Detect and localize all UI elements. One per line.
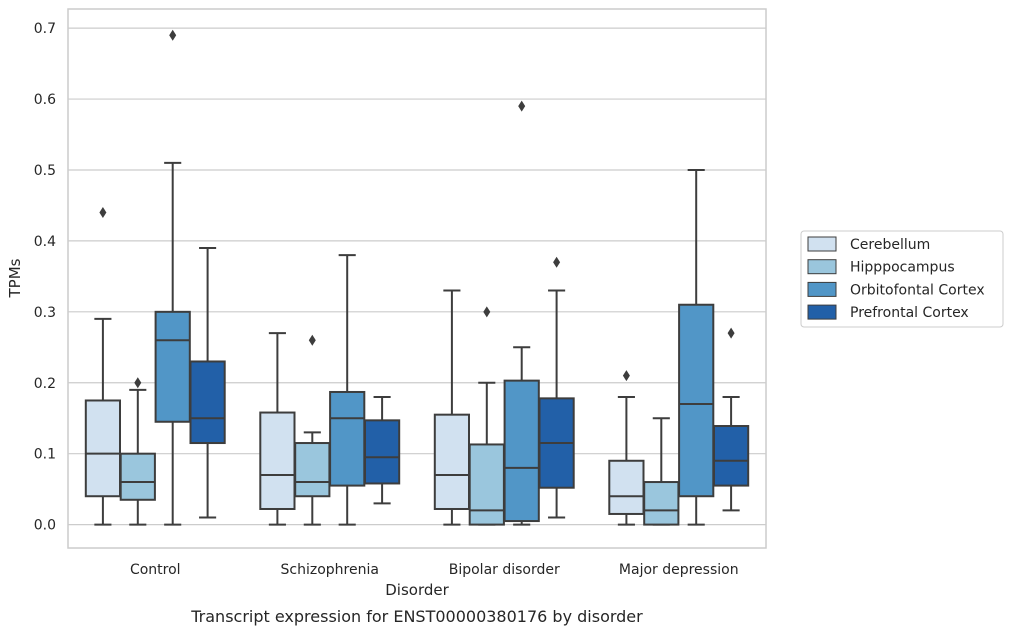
outlier-point xyxy=(518,100,526,112)
box xyxy=(259,411,296,510)
box-group xyxy=(84,29,226,526)
y-tick-label: 0.0 xyxy=(34,518,56,534)
x-tick-labels: Control Schizophrenia Bipolar disorder Majo… xyxy=(130,562,739,578)
box xyxy=(678,303,715,498)
y-axis-label: TPMs xyxy=(6,258,24,298)
outlier-point xyxy=(169,29,177,41)
legend-label: Hipppocampus xyxy=(850,260,955,276)
box xyxy=(84,399,122,498)
box-group xyxy=(608,168,750,526)
outlier-point xyxy=(134,377,142,389)
box xyxy=(119,452,156,501)
outlier-point xyxy=(99,207,107,219)
y-tick-label: 0.5 xyxy=(34,163,56,179)
box-group xyxy=(259,254,401,526)
box xyxy=(329,390,366,487)
box xyxy=(154,310,191,423)
y-tick-label: 0.4 xyxy=(34,234,56,250)
x-tick-label: Major depression xyxy=(619,562,739,578)
outlier-point xyxy=(622,370,630,382)
y-tick-label: 0.7 xyxy=(34,21,56,37)
x-tick-label: Control xyxy=(130,562,181,578)
outlier-point xyxy=(727,327,735,339)
x-tick-label: Bipolar disorder xyxy=(449,562,560,578)
plot-frame xyxy=(67,8,767,549)
legend-frame xyxy=(800,230,1004,328)
box xyxy=(608,459,645,515)
box xyxy=(433,413,471,510)
box xyxy=(643,481,680,526)
box-groups xyxy=(84,29,750,526)
y-tick-label: 0.3 xyxy=(34,305,56,321)
box xyxy=(503,379,540,523)
box xyxy=(712,425,750,487)
x-tick-label: Schizophrenia xyxy=(281,562,379,578)
chart-caption: Transcript expression for ENST0000038017… xyxy=(190,607,643,626)
legend-swatch xyxy=(807,281,837,297)
y-tick-label: 0.6 xyxy=(34,92,56,108)
y-tick-label: 0.1 xyxy=(34,447,56,463)
y-tick-label: 0.2 xyxy=(34,376,56,392)
legend-label: Orbitofontal Cortex xyxy=(850,282,985,298)
x-axis-label: Disorder xyxy=(385,581,449,599)
legend-swatch xyxy=(807,304,837,320)
box xyxy=(294,442,331,498)
outlier-point xyxy=(308,334,316,346)
box xyxy=(189,360,226,445)
box xyxy=(363,419,401,485)
legend-label: Cerebellum xyxy=(850,237,930,253)
legend-swatch xyxy=(807,236,837,252)
legend-label: Prefrontal Cortex xyxy=(850,305,969,321)
legend-swatch xyxy=(807,259,837,275)
box-group xyxy=(433,100,575,526)
outlier-point xyxy=(483,306,491,318)
box xyxy=(468,443,505,526)
legend: Cerebellum Hipppocampus Orbitofontal Corte… xyxy=(800,230,1004,328)
y-tick-labels: 0.0 0.1 0.2 0.3 0.4 0.5 0.6 0.7 xyxy=(34,21,56,533)
outlier-point xyxy=(553,256,561,268)
